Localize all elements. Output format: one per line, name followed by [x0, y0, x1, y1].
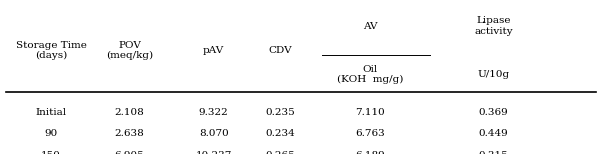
Text: 0.369: 0.369 [479, 108, 509, 117]
Text: 6.189: 6.189 [355, 151, 385, 154]
Text: 7.110: 7.110 [355, 108, 385, 117]
Text: 0.234: 0.234 [265, 130, 295, 138]
Text: 6.763: 6.763 [355, 130, 385, 138]
Text: 9.322: 9.322 [199, 108, 229, 117]
Text: 6.905: 6.905 [114, 151, 144, 154]
Text: 0.315: 0.315 [479, 151, 509, 154]
Text: 10.237: 10.237 [196, 151, 232, 154]
Text: 2.638: 2.638 [114, 130, 144, 138]
Text: U/10g: U/10g [477, 70, 510, 79]
Text: 2.108: 2.108 [114, 108, 144, 117]
Text: 0.235: 0.235 [265, 108, 295, 117]
Text: 150: 150 [41, 151, 61, 154]
Text: CDV: CDV [268, 46, 292, 55]
Text: Storage Time
(days): Storage Time (days) [16, 41, 87, 60]
Text: 0.265: 0.265 [265, 151, 295, 154]
Text: Oil
(KOH  mg/g): Oil (KOH mg/g) [337, 65, 403, 84]
Text: POV
(meq/kg): POV (meq/kg) [106, 41, 153, 60]
Text: 90: 90 [45, 130, 58, 138]
Text: Lipase
activity: Lipase activity [474, 16, 513, 36]
Text: Initial: Initial [36, 108, 67, 117]
Text: AV: AV [363, 22, 377, 31]
Text: pAV: pAV [203, 46, 225, 55]
Text: 8.070: 8.070 [199, 130, 229, 138]
Text: 0.449: 0.449 [479, 130, 509, 138]
